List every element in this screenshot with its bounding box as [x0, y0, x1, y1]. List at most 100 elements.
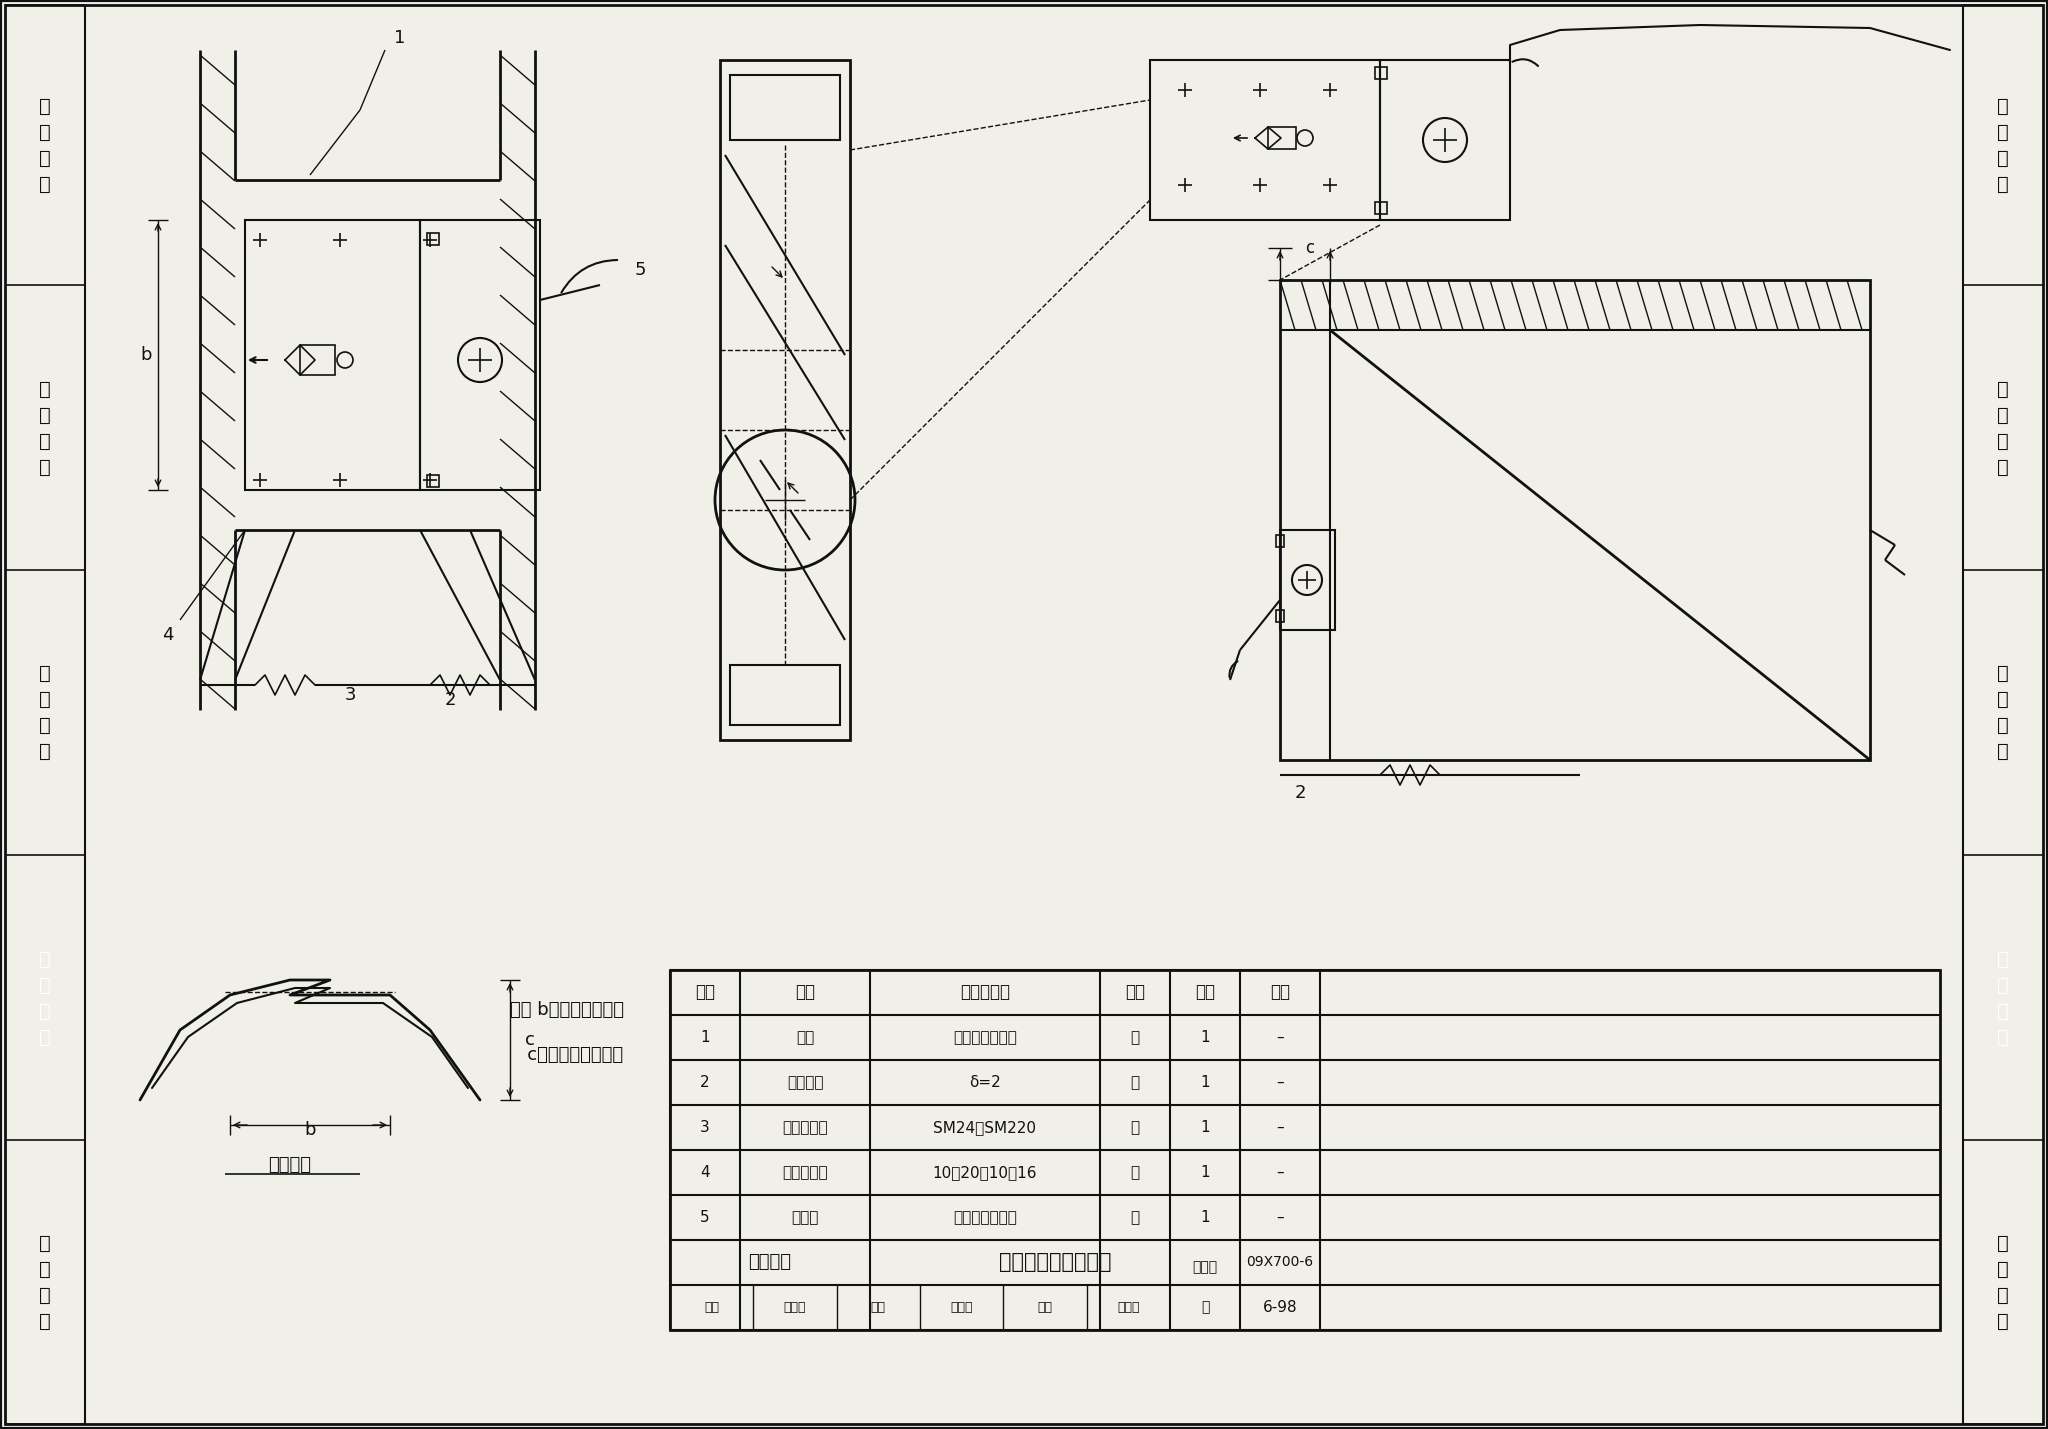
- Text: 1: 1: [1200, 1120, 1210, 1135]
- Text: 敏: 敏: [1997, 716, 2009, 735]
- Text: 图集号: 图集号: [1192, 1260, 1219, 1275]
- Text: 校对: 校对: [870, 1300, 887, 1315]
- Text: 固定支架: 固定支架: [786, 1075, 823, 1090]
- Text: 电: 电: [39, 406, 51, 424]
- Text: 套: 套: [1130, 1030, 1139, 1045]
- Text: 机: 机: [39, 97, 51, 116]
- Text: 供: 供: [39, 380, 51, 399]
- Text: SM24、SM220: SM24、SM220: [934, 1120, 1036, 1135]
- Text: 固定支架: 固定支架: [268, 1156, 311, 1175]
- Text: 型号及规格: 型号及规格: [961, 983, 1010, 1002]
- Bar: [670, 970, 1939, 1330]
- Text: 程: 程: [39, 174, 51, 193]
- Text: δ=2: δ=2: [969, 1075, 1001, 1090]
- Text: 根: 根: [1130, 1210, 1139, 1225]
- Text: 机: 机: [1997, 97, 2009, 116]
- Bar: [729, 74, 840, 140]
- Text: 备注: 备注: [1270, 983, 1290, 1002]
- Bar: [4, 855, 86, 1140]
- Text: 董国民: 董国民: [1116, 1300, 1139, 1315]
- Text: 安: 安: [1997, 1002, 2009, 1020]
- Bar: [721, 60, 850, 740]
- Text: 页: 页: [1200, 1300, 1208, 1315]
- Text: 电: 电: [1997, 432, 2009, 450]
- Text: c: c: [1305, 239, 1315, 257]
- Text: 设: 设: [39, 742, 51, 760]
- Text: 1: 1: [1200, 1165, 1210, 1180]
- Text: 3: 3: [700, 1120, 711, 1135]
- Bar: [426, 474, 438, 487]
- Bar: [1962, 855, 2044, 1140]
- Text: 房: 房: [1997, 123, 2009, 141]
- Bar: [1374, 67, 1386, 79]
- Text: 线: 线: [39, 690, 51, 709]
- Text: 雷: 雷: [1997, 1259, 2009, 1279]
- Text: –: –: [1276, 1210, 1284, 1225]
- Text: b: b: [139, 346, 152, 364]
- Text: 单位: 单位: [1124, 983, 1145, 1002]
- Text: 安: 安: [39, 1002, 51, 1020]
- Text: 防: 防: [1997, 1233, 2009, 1252]
- Bar: [1280, 280, 1870, 760]
- Text: 名称: 名称: [795, 983, 815, 1002]
- Text: 2: 2: [700, 1075, 711, 1090]
- Bar: [246, 220, 420, 490]
- Text: 地: 地: [1997, 1312, 2009, 1330]
- Text: 旋转风门执行器安装: 旋转风门执行器安装: [999, 1252, 1112, 1272]
- Text: 套: 套: [1130, 1120, 1139, 1135]
- Text: 风阀: 风阀: [797, 1030, 815, 1045]
- Bar: [1380, 60, 1509, 220]
- Text: 4: 4: [162, 626, 174, 644]
- Text: 缆: 缆: [1997, 663, 2009, 683]
- Text: 接: 接: [39, 1286, 51, 1305]
- Text: 工: 工: [39, 149, 51, 167]
- Text: 2: 2: [444, 692, 457, 709]
- Text: 缆: 缆: [39, 663, 51, 683]
- Text: 设备安装: 设备安装: [748, 1253, 791, 1272]
- Text: 宏宙同: 宏宙同: [950, 1300, 973, 1315]
- Text: 1: 1: [1200, 1075, 1210, 1090]
- Bar: [299, 344, 336, 374]
- Text: 09X700-6: 09X700-6: [1247, 1256, 1313, 1269]
- Text: 4: 4: [700, 1165, 711, 1180]
- Text: 1: 1: [395, 29, 406, 47]
- Bar: [1276, 534, 1284, 547]
- Bar: [426, 233, 438, 244]
- Text: 2: 2: [1294, 785, 1307, 802]
- Text: 数量: 数量: [1194, 983, 1214, 1002]
- Text: 防: 防: [39, 1233, 51, 1252]
- Text: 装: 装: [39, 1027, 51, 1046]
- Text: 雷: 雷: [39, 1259, 51, 1279]
- Text: 个: 个: [1130, 1165, 1139, 1180]
- Text: 程: 程: [1997, 174, 2009, 193]
- Bar: [1151, 60, 1380, 220]
- Text: 电: 电: [1997, 406, 2009, 424]
- Text: 风阀驱动轴: 风阀驱动轴: [782, 1165, 827, 1180]
- Text: 设计: 设计: [1038, 1300, 1053, 1315]
- Text: 敏: 敏: [39, 716, 51, 735]
- Bar: [1280, 530, 1335, 630]
- Text: 个: 个: [1130, 1075, 1139, 1090]
- Text: 工: 工: [1997, 149, 2009, 167]
- Text: 装: 装: [1997, 1027, 2009, 1046]
- Text: 风阀执行器: 风阀执行器: [782, 1120, 827, 1135]
- Text: 设: 设: [1997, 949, 2009, 969]
- Text: c为风门凸缘深度。: c为风门凸缘深度。: [510, 1046, 623, 1065]
- Text: –: –: [1276, 1120, 1284, 1135]
- Text: 供: 供: [1997, 380, 2009, 399]
- Text: 5: 5: [635, 262, 645, 279]
- Bar: [729, 664, 840, 725]
- Text: 李雪偃: 李雪偃: [784, 1300, 807, 1315]
- Text: 1: 1: [700, 1030, 711, 1045]
- Text: 由工程设计确定: 由工程设计确定: [952, 1030, 1018, 1045]
- Text: 房: 房: [39, 123, 51, 141]
- Text: 3: 3: [344, 686, 356, 704]
- Text: 源: 源: [1997, 457, 2009, 476]
- Text: 10～20、10～16: 10～20、10～16: [932, 1165, 1036, 1180]
- Text: –: –: [1276, 1075, 1284, 1090]
- Text: 地: 地: [39, 1312, 51, 1330]
- Text: –: –: [1276, 1165, 1284, 1180]
- Text: 审核: 审核: [705, 1300, 719, 1315]
- Text: 电: 电: [39, 432, 51, 450]
- Text: 1: 1: [1200, 1210, 1210, 1225]
